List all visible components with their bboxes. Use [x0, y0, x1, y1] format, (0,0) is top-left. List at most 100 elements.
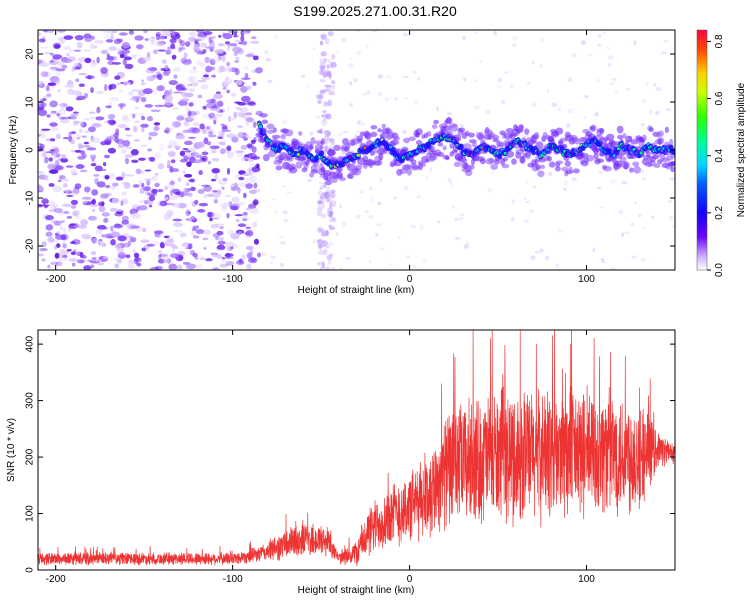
noise-blob: [219, 226, 224, 229]
noise-blob: [55, 70, 61, 77]
noise-blob: [135, 168, 142, 175]
noise-speck: [626, 88, 629, 91]
noise-blob: [220, 130, 225, 138]
noise-blob: [154, 182, 160, 188]
noise-blob: [99, 256, 103, 260]
noise-speck: [571, 177, 577, 182]
track-halo: [599, 127, 605, 135]
noise-speck: [497, 85, 502, 89]
noise-speck: [417, 77, 420, 81]
noise-blob: [161, 30, 169, 34]
noise-blob: [138, 157, 146, 161]
noise-blob: [49, 201, 56, 207]
noise-blob: [49, 76, 60, 83]
noise-blob: [140, 81, 146, 86]
noise-blob: [234, 214, 244, 217]
noise-blob: [192, 252, 198, 258]
noise-blob: [87, 75, 92, 80]
noise-blob: [146, 115, 154, 122]
track-halo: [431, 124, 438, 129]
noise-speck: [317, 190, 323, 196]
figure-title: S199.2025.271.00.31.R20: [293, 3, 457, 19]
noise-speck: [618, 210, 624, 215]
noise-blob: [124, 157, 130, 165]
noise-blob: [47, 163, 57, 170]
colorbar-label: Normalized spectral amplitude: [736, 82, 747, 217]
noise-blob: [237, 48, 244, 55]
noise-blob: [116, 251, 126, 256]
band-blob: [320, 33, 327, 39]
noise-blob: [167, 182, 173, 186]
noise-blob: [161, 59, 167, 64]
track-halo: [480, 158, 486, 165]
noise-speck: [267, 79, 273, 84]
noise-blob: [170, 43, 176, 49]
noise-blob: [252, 188, 261, 193]
band-blob: [323, 117, 327, 122]
band-blob: [321, 119, 328, 126]
noise-blob: [246, 207, 250, 211]
noise-blob: [84, 186, 91, 193]
noise-blob: [56, 243, 61, 248]
spectrogram-x-label: Height of straight line (km): [298, 285, 415, 296]
track-halo: [402, 137, 410, 143]
y-tick-label: 10: [25, 96, 36, 108]
noise-blob: [103, 217, 109, 223]
noise-blob: [82, 49, 91, 52]
noise-speck: [270, 255, 276, 260]
noise-blob: [221, 202, 231, 207]
noise-blob: [236, 131, 244, 139]
noise-speck: [335, 231, 339, 237]
noise-blob: [90, 162, 97, 167]
noise-blob: [46, 114, 51, 118]
noise-blob: [209, 217, 213, 222]
noise-blob: [78, 143, 83, 150]
noise-blob: [91, 200, 95, 204]
noise-speck: [459, 213, 464, 216]
noise-blob: [217, 43, 225, 47]
noise-blob: [124, 56, 132, 61]
noise-blob: [198, 202, 209, 207]
noise-speck: [479, 60, 483, 63]
noise-speck: [328, 145, 334, 148]
noise-blob: [241, 215, 250, 219]
noise-speck: [606, 46, 610, 50]
band-blob: [323, 101, 328, 108]
band-blob: [319, 266, 326, 270]
x-tick-label: -100: [223, 274, 243, 285]
noise-blob: [202, 105, 207, 110]
noise-blob: [78, 72, 87, 76]
noise-blob: [72, 132, 82, 140]
x-tick-label: -200: [46, 574, 66, 585]
band-blob: [329, 202, 333, 210]
noise-speck: [261, 252, 267, 256]
noise-blob: [196, 141, 206, 149]
noise-speck: [398, 236, 401, 239]
track-halo: [313, 161, 319, 167]
noise-blob: [146, 199, 154, 206]
noise-blob: [62, 58, 73, 64]
noise-blob: [136, 262, 142, 267]
band-blob: [329, 217, 337, 223]
noise-blob: [50, 126, 59, 132]
noise-blob: [210, 217, 219, 220]
noise-blob: [93, 174, 100, 177]
band-blob: [329, 200, 337, 207]
track-halo: [298, 131, 303, 136]
noise-blob: [88, 215, 98, 221]
noise-blob: [255, 67, 263, 74]
noise-blob: [100, 141, 107, 146]
colorbar-tick-label: 0.6: [714, 91, 725, 105]
noise-blob: [47, 30, 55, 34]
noise-blob: [128, 113, 139, 116]
noise-blob: [117, 49, 124, 53]
noise-blob: [134, 35, 144, 41]
noise-blob: [66, 215, 73, 219]
noise-blob: [148, 204, 153, 208]
noise-blob: [234, 39, 243, 43]
noise-blob: [175, 84, 186, 91]
noise-blob: [182, 129, 191, 133]
noise-speck: [497, 77, 502, 83]
band-blob: [317, 261, 322, 266]
band-blob: [320, 65, 326, 71]
